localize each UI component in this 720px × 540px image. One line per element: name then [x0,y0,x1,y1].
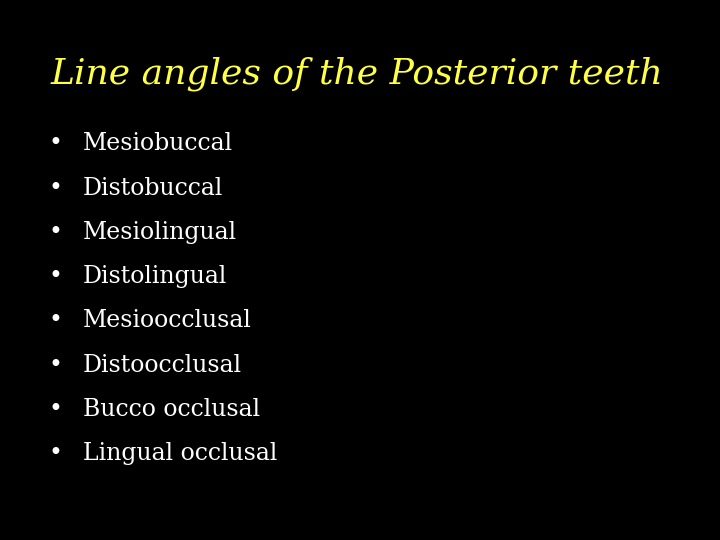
Text: Bucco occlusal: Bucco occlusal [83,398,260,421]
Text: •: • [49,265,63,288]
Text: •: • [49,442,63,465]
Text: Mesiobuccal: Mesiobuccal [83,132,233,156]
Text: Mesiolingual: Mesiolingual [83,221,237,244]
Text: •: • [49,309,63,333]
Text: Lingual occlusal: Lingual occlusal [83,442,277,465]
Text: •: • [49,177,63,200]
Text: Line angles of the Posterior teeth: Line angles of the Posterior teeth [50,57,663,91]
Text: Mesioocclusal: Mesioocclusal [83,309,252,333]
Text: •: • [49,221,63,244]
Text: •: • [49,132,63,156]
Text: Distobuccal: Distobuccal [83,177,223,200]
Text: Distoocclusal: Distoocclusal [83,354,242,377]
Text: •: • [49,398,63,421]
Text: Distolingual: Distolingual [83,265,228,288]
Text: •: • [49,354,63,377]
